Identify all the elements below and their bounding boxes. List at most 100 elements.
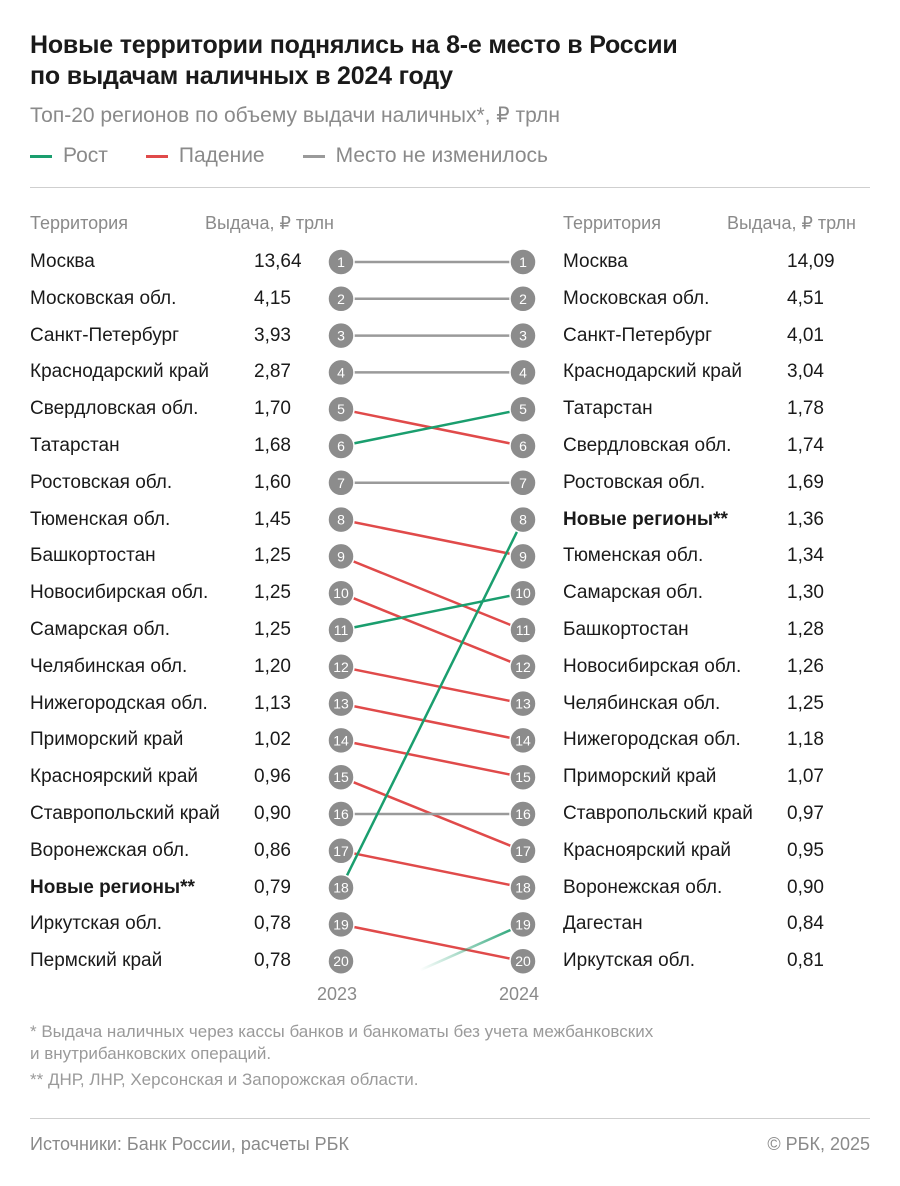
value-2024-20: 0,81: [787, 950, 824, 972]
value-2024-16: 0,97: [787, 803, 824, 824]
region-2024-11: Башкортостан: [563, 619, 689, 640]
value-2023-7: 1,60: [254, 471, 291, 493]
value-2023-10: 1,25: [254, 582, 291, 604]
value-2023-18: 0,79: [254, 876, 291, 898]
svg-text:19: 19: [333, 916, 349, 932]
year-label-2024: 2024: [499, 984, 540, 1004]
svg-text:4: 4: [337, 364, 345, 380]
rank-badge-2024-11: 11: [509, 616, 537, 644]
svg-text:12: 12: [333, 659, 349, 675]
region-2023-13: Нижегородская обл.: [30, 692, 208, 714]
value-2023-3: 3,93: [254, 324, 291, 346]
rank-badge-2023-7: 7: [327, 469, 355, 497]
value-2024-4: 3,04: [787, 361, 824, 383]
header-value-2024: Выдача, ₽ трлн: [727, 213, 856, 233]
svg-text:14: 14: [515, 732, 531, 748]
link-9-to-11: [340, 555, 524, 632]
region-2024-8: Новые регионы**: [563, 508, 728, 530]
rank-badge-2023-1: 1: [327, 248, 355, 276]
svg-text:15: 15: [333, 769, 349, 785]
region-2023-15: Красноярский край: [30, 766, 198, 788]
link-10-to-12: [340, 592, 524, 668]
link-12-to-13: [340, 665, 524, 705]
rank-badge-2023-9: 9: [327, 542, 355, 571]
value-2024-9: 1,34: [787, 545, 824, 567]
footnote-1: * Выдача наличных через кассы банков и б…: [30, 1022, 654, 1063]
value-2023-5: 1,70: [254, 398, 291, 420]
legend-item-down: Падение: [145, 144, 265, 168]
region-2023-3: Санкт-Петербург: [30, 324, 180, 346]
value-2024-11: 1,28: [787, 619, 824, 640]
rank-badge-2023-16: 16: [327, 800, 355, 828]
svg-text:8: 8: [337, 512, 345, 528]
rank-badge-2023-4: 4: [327, 358, 355, 387]
rank-badge-2023-10: 10: [327, 579, 355, 607]
svg-text:9: 9: [337, 548, 345, 564]
value-2024-8: 1,36: [787, 508, 824, 530]
rank-badge-2023-8: 8: [327, 505, 355, 534]
region-2024-7: Ростовская обл.: [563, 471, 706, 493]
value-2024-14: 1,18: [787, 729, 824, 751]
region-2023-7: Ростовская обл.: [30, 471, 173, 493]
value-2024-13: 1,25: [787, 692, 824, 714]
svg-text:8: 8: [519, 512, 527, 528]
region-2024-17: Красноярский край: [563, 839, 731, 861]
svg-text:18: 18: [515, 880, 531, 896]
link-18-to-8: [339, 519, 525, 889]
svg-text:7: 7: [519, 475, 527, 491]
rank-badge-2023-15: 15: [327, 763, 355, 791]
svg-text:10: 10: [333, 585, 349, 601]
svg-text:13: 13: [515, 696, 531, 712]
rank-badge-2024-1: 1: [509, 248, 537, 276]
link-14-to-15: [340, 739, 524, 779]
rank-badge-2023-13: 13: [327, 689, 355, 718]
value-2023-11: 1,25: [254, 619, 291, 640]
rank-badge-2023-5: 5: [327, 395, 355, 423]
svg-text:11: 11: [516, 622, 531, 638]
region-2024-13: Челябинская обл.: [563, 692, 721, 714]
rank-badge-2024-12: 12: [509, 653, 537, 681]
legend-swatch-up: [30, 154, 52, 158]
rank-badge-2023-19: 19: [327, 910, 355, 939]
value-2023-9: 1,25: [254, 545, 291, 567]
value-2024-6: 1,74: [787, 435, 824, 456]
rank-badge-2023-14: 14: [327, 726, 355, 755]
source-note: Источники: Банк России, расчеты РБК: [30, 1134, 349, 1154]
region-2023-10: Новосибирская обл.: [30, 582, 209, 604]
svg-text:16: 16: [515, 806, 531, 822]
region-2024-5: Татарстан: [563, 398, 653, 420]
svg-text:1: 1: [337, 254, 345, 270]
rank-badge-2024-9: 9: [509, 542, 537, 571]
svg-text:10: 10: [515, 585, 531, 601]
svg-text:19: 19: [515, 916, 531, 932]
region-2024-20: Иркутская обл.: [563, 950, 696, 972]
region-2023-12: Челябинская обл.: [30, 655, 188, 677]
svg-text:3: 3: [519, 328, 527, 344]
region-2023-6: Татарстан: [30, 435, 120, 456]
value-2024-7: 1,69: [787, 471, 824, 493]
svg-text:5: 5: [519, 401, 527, 417]
svg-text:15: 15: [515, 769, 531, 785]
region-2024-16: Ставропольский край: [563, 803, 753, 824]
value-2024-3: 4,01: [787, 324, 824, 346]
link-6-to-5: [340, 407, 524, 448]
region-2024-2: Московская обл.: [563, 287, 710, 309]
rank-badge-2024-6: 6: [509, 432, 537, 460]
rank-badge-2024-14: 14: [509, 726, 537, 755]
value-2023-16: 0,90: [254, 803, 291, 824]
legend-item-same: Место не изменилось: [302, 144, 548, 168]
svg-text:17: 17: [333, 843, 349, 859]
chart-subtitle: Топ-20 регионов по объему выдачи наличны…: [30, 104, 560, 127]
value-2024-15: 1,07: [787, 766, 824, 788]
region-2023-19: Иркутская обл.: [30, 913, 163, 935]
rank-badge-2024-19: 19: [509, 910, 537, 939]
region-2024-3: Санкт-Петербург: [563, 324, 713, 346]
rank-badge-2024-17: 17: [509, 837, 537, 865]
region-2024-10: Самарская обл.: [563, 582, 704, 604]
svg-text:17: 17: [515, 843, 531, 859]
legend: Рост Падение Место не изменилось: [30, 143, 586, 169]
region-2023-1: Москва: [30, 251, 95, 272]
svg-text:14: 14: [333, 732, 349, 748]
link-new-to-19: [419, 923, 524, 972]
region-2023-5: Свердловская обл.: [30, 398, 199, 420]
